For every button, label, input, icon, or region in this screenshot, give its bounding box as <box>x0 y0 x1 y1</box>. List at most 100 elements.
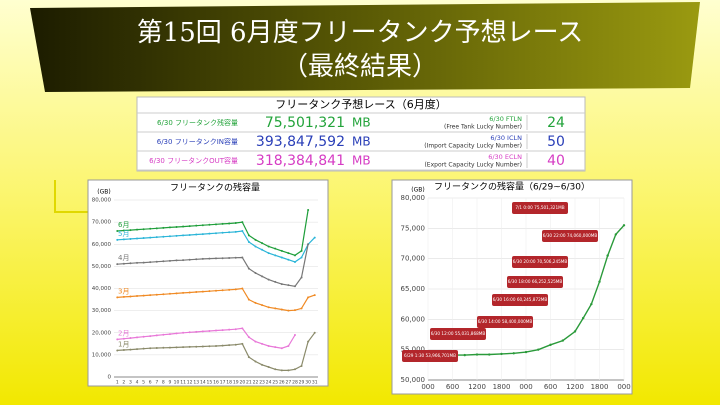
point <box>254 360 257 363</box>
point <box>142 294 145 297</box>
x-tick-label: 19 <box>233 380 239 386</box>
point <box>182 291 185 294</box>
legend-label: 3月 <box>118 287 129 295</box>
y-tick-label: 70,000 <box>401 255 426 263</box>
point <box>228 328 231 331</box>
point <box>155 293 158 296</box>
point <box>293 368 296 371</box>
y-tick-label: 10,000 <box>92 352 112 358</box>
point <box>122 238 125 241</box>
y-tick-label: 55,000 <box>401 346 426 354</box>
point <box>261 304 264 307</box>
point <box>136 348 139 351</box>
x-tick-label: 8 <box>162 380 165 386</box>
point <box>208 223 211 226</box>
point <box>221 231 224 234</box>
point <box>261 242 264 245</box>
point <box>293 309 296 312</box>
point <box>261 275 264 278</box>
annotation-box <box>430 328 486 340</box>
chart-title: フリータンクの残容量（6/29~6/30） <box>434 181 590 193</box>
y-tick-label: 20,000 <box>92 330 112 336</box>
point <box>116 296 119 299</box>
point <box>274 254 277 257</box>
row-label: 6/30 フリータンクOUT容量 <box>149 156 238 165</box>
point <box>280 369 283 372</box>
point <box>136 237 139 240</box>
point <box>280 256 283 259</box>
point <box>287 369 290 372</box>
point <box>247 267 250 270</box>
table-title: フリータンク予想レース（6月度） <box>275 97 446 111</box>
point <box>201 345 204 348</box>
point <box>247 336 250 339</box>
point <box>122 295 125 298</box>
point <box>182 259 185 262</box>
point <box>162 293 165 296</box>
series-line <box>117 244 309 287</box>
point <box>149 236 152 239</box>
y-axis-label: (GB) <box>411 187 424 194</box>
annotation-box <box>542 230 598 242</box>
point <box>267 366 270 369</box>
point <box>293 254 296 257</box>
legend-label: 2月 <box>118 329 129 337</box>
point <box>208 290 211 293</box>
x-tick-label: 16 <box>213 380 219 386</box>
row-code-desc: (Free Tank Lucky Number) <box>444 124 522 131</box>
point <box>228 256 231 259</box>
y-tick-label: 0 <box>108 375 112 381</box>
point <box>155 227 158 230</box>
row-value: 75,501,321 <box>265 115 345 131</box>
x-tick-label: 5 <box>142 380 145 386</box>
point <box>188 233 191 236</box>
x-tick-label: 3 <box>129 380 132 386</box>
point <box>162 333 165 336</box>
point <box>221 344 224 347</box>
series-line <box>117 209 309 256</box>
point <box>598 280 601 283</box>
point <box>195 224 198 227</box>
point <box>201 330 204 333</box>
point <box>208 329 211 332</box>
point <box>201 257 204 260</box>
point <box>313 236 316 239</box>
annotation: 6/30 20:00 70,506,245MB <box>513 259 568 264</box>
point <box>313 294 316 297</box>
point <box>287 252 290 255</box>
annotation-box <box>512 256 568 268</box>
x-tick-label: 26 <box>279 380 285 386</box>
x-tick-label: 600 <box>544 383 557 391</box>
point <box>300 307 303 310</box>
legend-label: 6月 <box>118 221 129 229</box>
x-tick-label: 25 <box>272 380 278 386</box>
point <box>215 223 217 226</box>
y-tick-label: 70,000 <box>92 220 112 226</box>
y-tick-label: 80,000 <box>92 198 112 204</box>
point <box>261 342 264 345</box>
x-tick-label: 2 <box>122 380 125 386</box>
point <box>116 338 119 341</box>
point <box>241 229 244 232</box>
x-tick-label: 14 <box>200 380 206 386</box>
point <box>188 345 191 348</box>
point <box>254 340 257 343</box>
x-tick-label: 17 <box>220 380 226 386</box>
point <box>228 288 231 291</box>
point <box>537 348 540 351</box>
point <box>241 342 244 345</box>
y-tick-label: 80,000 <box>401 194 426 202</box>
x-tick-label: 28 <box>292 380 298 386</box>
row-code: 6/30 ECLN <box>488 153 522 161</box>
title: 第15回 6月度フリータンク予想レース <box>137 18 584 48</box>
row-label: 6/30 フリータンクIN容量 <box>157 137 238 146</box>
x-tick-label: 6 <box>149 380 152 386</box>
point <box>136 261 139 264</box>
x-tick-label: 20 <box>239 380 245 386</box>
point <box>129 229 132 232</box>
point <box>129 295 132 298</box>
x-tick-label: 000 <box>519 383 532 391</box>
point <box>188 225 191 228</box>
x-tick-label: 23 <box>259 380 265 386</box>
annotation: 6/30 14:00 58,400,000MB <box>478 319 533 324</box>
